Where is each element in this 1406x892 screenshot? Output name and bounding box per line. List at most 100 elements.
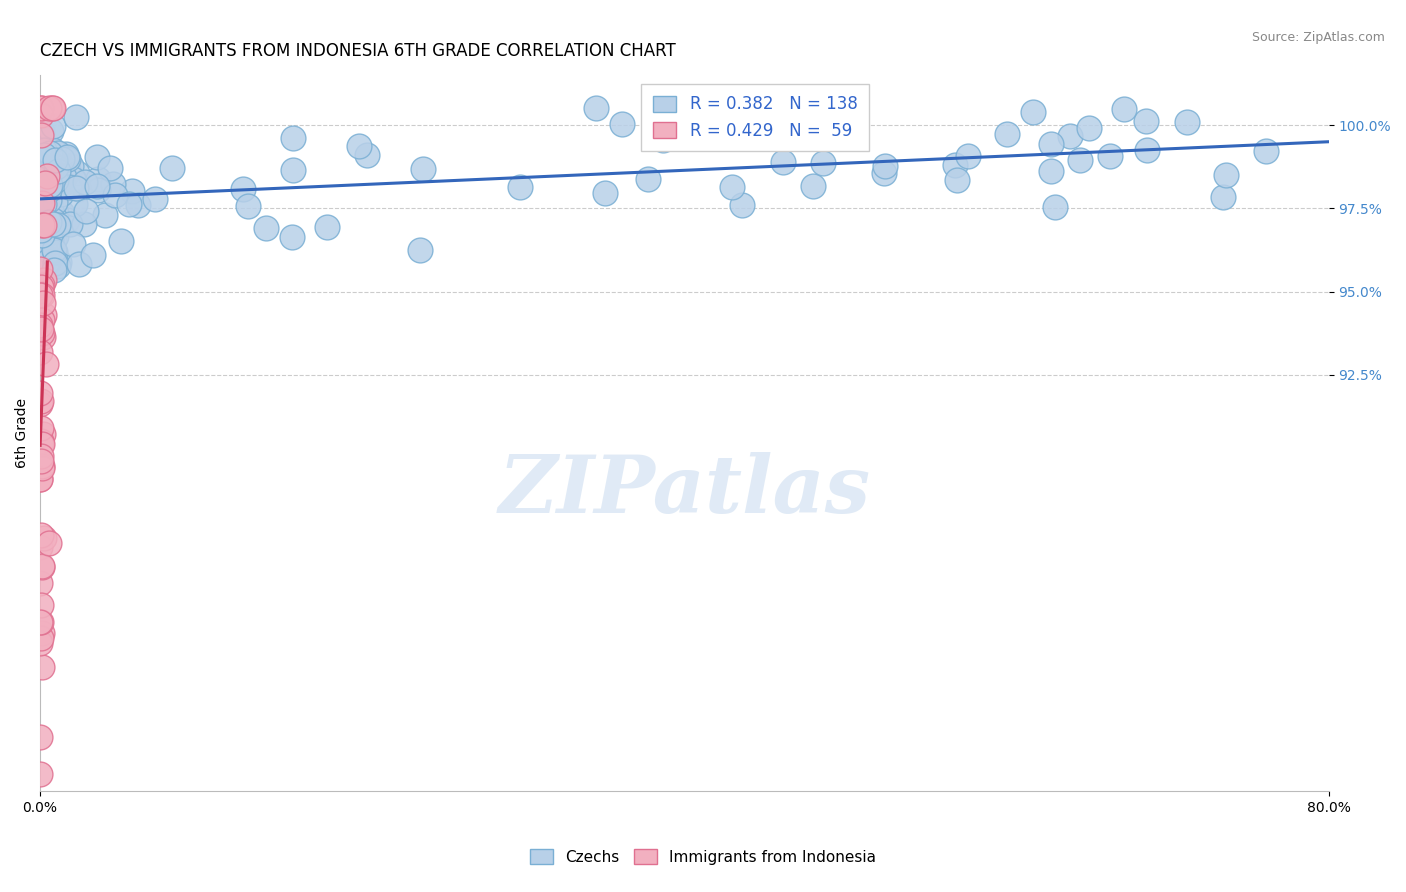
- Point: [873, 166, 896, 180]
- Point: [69, 182, 91, 196]
- Point: [31, 461, 53, 475]
- Point: [44, 263, 66, 277]
- Point: [412, 161, 434, 176]
- Point: [281, 131, 304, 145]
- Point: [1136, 143, 1159, 157]
- Point: [30, 540, 52, 554]
- Point: [731, 198, 754, 212]
- Point: [593, 186, 616, 201]
- Point: [35, 357, 58, 371]
- Point: [42, 119, 65, 133]
- Point: [32, 308, 55, 322]
- Point: [34, 531, 56, 545]
- Point: [87, 182, 110, 196]
- Point: [38, 184, 60, 198]
- Point: [31, 659, 53, 673]
- Point: [30, 102, 52, 116]
- Point: [30, 261, 52, 276]
- Point: [30, 631, 52, 645]
- Point: [31, 558, 53, 573]
- Point: [41, 102, 63, 116]
- Point: [32, 295, 55, 310]
- Point: [652, 133, 675, 147]
- Point: [62, 237, 84, 252]
- Y-axis label: 6th Grade: 6th Grade: [15, 398, 30, 468]
- Point: [31, 123, 53, 137]
- Point: [31, 227, 53, 242]
- Point: [30, 434, 52, 449]
- Point: [238, 199, 260, 213]
- Point: [509, 179, 531, 194]
- Point: [38, 193, 60, 207]
- Point: [409, 243, 432, 257]
- Point: [1022, 104, 1045, 119]
- Point: [32, 197, 55, 211]
- Point: [1069, 153, 1091, 168]
- Point: [31, 219, 53, 233]
- Legend: Czechs, Immigrants from Indonesia: Czechs, Immigrants from Indonesia: [523, 843, 883, 871]
- Point: [42, 143, 65, 157]
- Point: [53, 169, 76, 184]
- Point: [585, 102, 607, 116]
- Point: [86, 150, 108, 164]
- Point: [30, 767, 52, 781]
- Point: [1256, 144, 1278, 158]
- Point: [45, 206, 67, 220]
- Point: [31, 436, 53, 450]
- Point: [30, 615, 52, 629]
- Point: [42, 233, 65, 247]
- Point: [56, 213, 79, 227]
- Point: [30, 280, 52, 294]
- Point: [31, 437, 53, 451]
- Point: [946, 173, 969, 187]
- Text: Source: ZipAtlas.com: Source: ZipAtlas.com: [1251, 31, 1385, 45]
- Point: [31, 196, 53, 211]
- Point: [254, 221, 277, 235]
- Point: [31, 625, 53, 640]
- Point: [45, 228, 67, 243]
- Point: [316, 219, 339, 234]
- Point: [1039, 163, 1062, 178]
- Point: [38, 102, 60, 116]
- Point: [31, 560, 53, 574]
- Point: [30, 223, 52, 237]
- Text: CZECH VS IMMIGRANTS FROM INDONESIA 6TH GRADE CORRELATION CHART: CZECH VS IMMIGRANTS FROM INDONESIA 6TH G…: [41, 42, 676, 60]
- Point: [160, 161, 183, 175]
- Point: [35, 167, 58, 181]
- Point: [283, 163, 305, 178]
- Point: [59, 159, 82, 173]
- Point: [1212, 190, 1234, 204]
- Point: [73, 175, 96, 189]
- Point: [41, 190, 63, 204]
- Point: [30, 102, 52, 116]
- Point: [347, 139, 370, 153]
- Point: [30, 108, 52, 122]
- Point: [30, 202, 52, 216]
- Point: [39, 161, 62, 176]
- Point: [46, 146, 69, 161]
- Point: [30, 288, 52, 302]
- Point: [31, 149, 53, 163]
- Point: [30, 635, 52, 649]
- Point: [772, 154, 794, 169]
- Point: [41, 102, 63, 116]
- Point: [30, 450, 52, 464]
- Point: [30, 167, 52, 181]
- Point: [37, 254, 59, 268]
- Point: [58, 179, 80, 194]
- Point: [30, 322, 52, 336]
- Point: [30, 386, 52, 401]
- Point: [66, 166, 89, 180]
- Point: [42, 218, 65, 232]
- Point: [38, 244, 60, 259]
- Point: [1059, 128, 1081, 143]
- Point: [34, 176, 56, 190]
- Point: [943, 157, 966, 171]
- Point: [127, 197, 149, 211]
- Point: [31, 313, 53, 327]
- Point: [32, 427, 55, 442]
- Point: [34, 222, 56, 236]
- Point: [30, 393, 52, 408]
- Point: [56, 149, 79, 163]
- Point: [37, 202, 59, 217]
